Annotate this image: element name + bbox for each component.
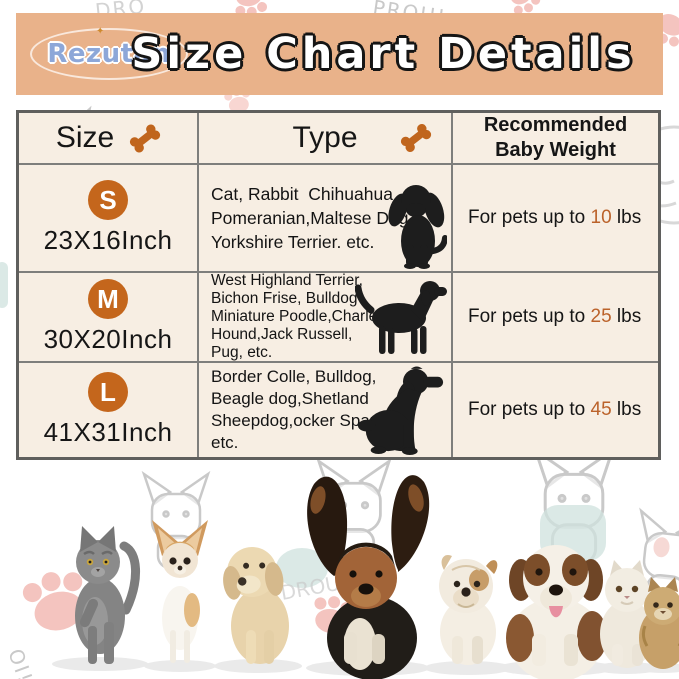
header-type: Type — [199, 113, 451, 163]
size-chart-table: Size Type Recommended Baby Weight S 23X1… — [16, 110, 661, 460]
dachshund-puppy-silhouette-icon — [388, 185, 447, 269]
breed-list-m: West Highland Terrier, Bichon Frise, Bul… — [211, 273, 386, 361]
weight-text-prefix: For pets up to — [468, 399, 591, 420]
size-badge-l: L — [88, 372, 128, 412]
weight-text-prefix: For pets up to — [468, 207, 591, 228]
page-title: Size Chart Details — [131, 29, 636, 79]
pets-photo-lineup — [52, 475, 679, 679]
weight-text-suffix: lbs — [611, 207, 642, 228]
weight-value: 45 — [590, 399, 612, 420]
type-cell-s: Cat, Rabbit Chihuahua Pomeranian,Maltese… — [199, 165, 451, 271]
size-dimensions-l: 41X31Inch — [43, 417, 173, 447]
weight-cell-m: For pets up to 25 lbs — [453, 273, 658, 361]
size-cell-l: L 41X31Inch — [19, 363, 197, 457]
size-dimensions-m: 30X20Inch — [43, 324, 173, 354]
logo-sparkle-icon: ✦ — [96, 26, 105, 37]
weight-text-suffix: lbs — [611, 306, 642, 327]
header-size: Size — [19, 113, 197, 163]
tan-persian-kitten — [639, 577, 679, 669]
weight-cell-s: For pets up to 10 lbs — [453, 165, 658, 271]
size-badge-s: S — [88, 180, 128, 220]
header-weight: Recommended Baby Weight — [453, 113, 658, 163]
bone-icon — [400, 124, 432, 152]
standing-retriever-silhouette-icon — [355, 281, 447, 354]
size-cell-m: M 30X20Inch — [19, 273, 197, 361]
header-type-label: Type — [292, 121, 358, 154]
size-badge-m: M — [88, 279, 128, 319]
breed-list-l: Border Colle, Bulldog, Beagle dog,Shetla… — [211, 367, 401, 452]
size-dimensions-s: 23X16Inch — [43, 225, 173, 255]
type-cell-l: Border Colle, Bulldog, Beagle dog,Shetla… — [199, 363, 451, 457]
gray-tabby-kitten — [75, 526, 141, 664]
weight-value: 25 — [590, 306, 612, 327]
brand-logo-text: Rezutan — [47, 39, 171, 69]
header-weight-label: Recommended Baby Weight — [483, 114, 628, 161]
chihuahua — [152, 520, 208, 663]
weight-text-prefix: For pets up to — [468, 306, 591, 327]
weight-cell-l: For pets up to 45 lbs — [453, 363, 658, 457]
brand-logo: Rezutan ✦ — [30, 26, 188, 80]
weight-text-suffix: lbs — [611, 399, 642, 420]
bulldog-puppy — [439, 554, 498, 665]
labrador-puppy — [223, 547, 289, 664]
type-cell-m: West Highland Terrier, Bichon Frise, Bul… — [199, 273, 451, 361]
sitting-spaniel-silhouette-icon — [357, 366, 444, 455]
saint-bernard-puppy — [506, 545, 607, 679]
weight-value: 10 — [590, 207, 612, 228]
header-size-label: Size — [55, 121, 115, 154]
breed-list-s: Cat, Rabbit Chihuahua Pomeranian,Maltese… — [211, 184, 413, 252]
basset-hound-flying-ears — [307, 475, 430, 679]
white-persian-cat — [600, 560, 654, 668]
title-banner: Rezutan ✦ Size Chart Details — [16, 13, 663, 95]
size-cell-s: S 23X16Inch — [19, 165, 197, 271]
bone-icon — [130, 124, 161, 152]
